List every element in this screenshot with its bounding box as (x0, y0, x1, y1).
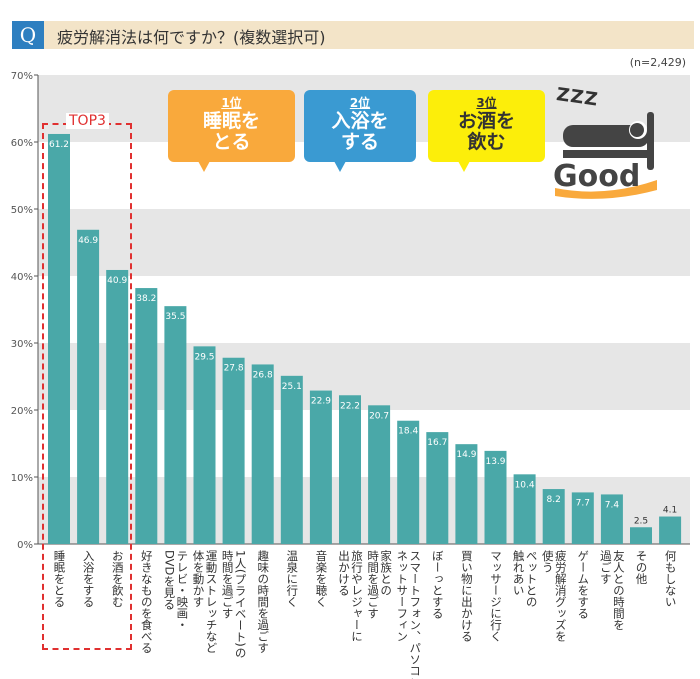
category-label: 好きなものを食べる (139, 550, 154, 654)
y-tick-label: 40% (11, 272, 33, 283)
bar (193, 346, 216, 544)
category-label: ゲームをする (576, 550, 591, 619)
data-label: 38.2 (136, 294, 156, 304)
data-label: 35.5 (165, 312, 185, 322)
category-label: 疲労解消グッズを 使う (540, 550, 568, 642)
bar (280, 375, 303, 544)
y-tick-label: 30% (11, 339, 33, 350)
bar (106, 269, 129, 544)
category-label: 入浴をする (81, 550, 96, 608)
data-label: 40.9 (107, 276, 127, 286)
category-label: その他 (634, 550, 649, 585)
bar (222, 357, 245, 544)
data-label: 4.1 (663, 506, 677, 516)
data-label: 2.5 (634, 516, 648, 526)
bar (600, 494, 623, 544)
bar (659, 516, 682, 544)
bar (571, 492, 594, 544)
sample-size: (n=2,429) (629, 56, 686, 69)
data-label: 25.1 (282, 382, 302, 392)
category-label: 買い物に出かける (459, 550, 474, 642)
category-label: マッサージに行く (489, 550, 503, 642)
rank-text: 睡眠を とる (202, 110, 260, 153)
rank-text: お酒を 飲む (457, 110, 515, 153)
category-label: ペットとの 触れあい (511, 550, 539, 608)
q-icon: Q (12, 21, 44, 49)
bar (309, 390, 332, 544)
category-label: 音楽を聴く (314, 550, 329, 608)
category-label: お酒を飲む (110, 550, 125, 608)
data-label: 14.9 (456, 450, 476, 460)
good-label: Good (553, 159, 640, 194)
data-label: 61.2 (49, 140, 69, 150)
data-label: 22.9 (311, 397, 331, 407)
data-label: 7.4 (605, 500, 620, 510)
y-tick-label: 60% (11, 138, 33, 149)
y-tick-label: 20% (11, 406, 33, 417)
bar (542, 489, 565, 544)
data-label: 8.2 (547, 495, 561, 505)
data-label: 13.9 (485, 457, 505, 467)
bar (339, 395, 361, 544)
category-label: ぼーっとする (430, 550, 445, 619)
rank-callout: 2位 入浴を する (304, 90, 416, 172)
y-tick-label: 10% (11, 473, 33, 484)
category-label: 友人との時間を 過ごす (598, 550, 626, 631)
data-label: 22.2 (340, 401, 360, 411)
rank-callout: 1位 睡眠を とる (168, 90, 295, 172)
data-label: 29.5 (194, 352, 214, 362)
bar (164, 306, 187, 544)
bar (368, 405, 391, 544)
category-label: 睡眠をとる (52, 550, 67, 608)
bar (630, 527, 652, 544)
rank-text: 入浴を する (331, 110, 389, 153)
data-label: 20.7 (369, 411, 389, 421)
top3-label: TOP3 (66, 113, 109, 129)
y-tick-label: 0% (17, 540, 33, 551)
rank-label: 2位 (349, 96, 371, 110)
category-label: 旅行やレジャーに 出かける (337, 550, 364, 642)
bar (426, 432, 449, 544)
category-label: 趣味の時間を過ごす (256, 550, 271, 654)
bar (77, 229, 100, 544)
rank-label: 3位 (476, 96, 497, 110)
bar (135, 288, 158, 544)
data-label: 26.8 (253, 370, 273, 380)
grid-band (38, 209, 690, 276)
question-header: Q 疲労解消法は何ですか？(複数選択可) (12, 21, 694, 49)
bar (397, 420, 420, 544)
data-label: 16.7 (427, 438, 447, 448)
question-text: 疲労解消法は何ですか？(複数選択可) (57, 28, 326, 47)
data-label: 46.9 (78, 236, 98, 246)
category-label: スマートフォン、パソコンで ネットサーフィン (395, 550, 423, 679)
bar (513, 474, 536, 544)
bar (484, 450, 507, 544)
data-label: 27.8 (224, 364, 244, 374)
data-label: 18.4 (398, 427, 418, 437)
category-label: 1人(プライベート)の 時間を過ごす (220, 550, 248, 659)
sleeping-good-icon: Good (545, 80, 665, 200)
bar (455, 444, 478, 544)
bar (251, 364, 274, 544)
category-label: テレビ・映画・ DVDを見る (162, 550, 190, 631)
top3-box (42, 123, 132, 650)
data-label: 7.7 (576, 498, 590, 508)
category-label: 家族との 時間を過ごす (366, 550, 394, 619)
category-label: 温泉に行く (285, 550, 300, 608)
data-label: 10.4 (515, 480, 535, 490)
rank-callout: 3位 お酒を 飲む (428, 90, 545, 172)
rank-label: 1位 (221, 96, 242, 110)
y-tick-label: 70% (11, 71, 33, 82)
category-label: 運動ストレッチなど 体を動かす (191, 550, 219, 654)
category-label: 何もしない (663, 550, 678, 608)
bar (48, 133, 70, 544)
y-tick-label: 50% (11, 205, 33, 216)
